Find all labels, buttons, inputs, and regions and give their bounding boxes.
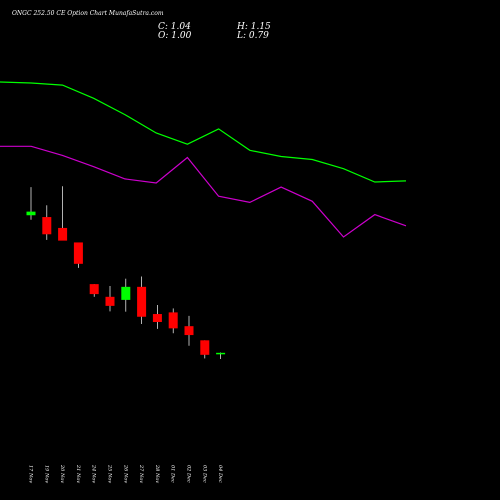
x-tick-label: 24 Nov (91, 464, 97, 483)
candle-body (42, 217, 52, 235)
candle-body (216, 352, 226, 355)
x-tick-label: 26 Nov (122, 464, 128, 483)
low-value: L: 0.79 (236, 31, 269, 41)
x-tick-label: 01 Dec (170, 465, 176, 483)
overlay-line-1 (0, 81, 407, 183)
candle-body (168, 312, 178, 329)
candle (168, 308, 178, 334)
candle-body (152, 314, 162, 323)
high-value: H: 1.15 (236, 22, 271, 32)
candles (26, 186, 226, 359)
candle (58, 186, 68, 241)
x-tick-label: 20 Nov (59, 464, 65, 483)
x-tick-label: 04 Dec (217, 465, 223, 483)
candle-body (105, 296, 115, 306)
candle-body (121, 286, 131, 300)
candle (121, 278, 131, 312)
candle-body (137, 286, 147, 317)
candle-body (73, 242, 83, 264)
x-tick-label: 17 Nov (28, 465, 34, 483)
x-tick-label: 03 Dec (201, 465, 207, 483)
candle-body (184, 326, 194, 336)
x-tick-label: 27 Nov (138, 464, 144, 483)
overlay-line-2 (0, 145, 407, 238)
candle (105, 285, 115, 312)
x-tick-label: 25 Nov (107, 464, 113, 483)
x-tick-label: 21 Nov (75, 464, 81, 483)
candle (216, 352, 226, 359)
candle (200, 340, 210, 359)
candle (42, 205, 52, 240)
x-tick-label: 28 Nov (154, 464, 160, 483)
close-value: C: 1.04 (158, 22, 191, 32)
candle-body (89, 284, 99, 295)
candle-body (26, 211, 36, 216)
candle (137, 276, 147, 324)
candle-body (58, 227, 68, 241)
candle (89, 284, 99, 297)
x-axis-ticks: 17 Nov 19 Nov 20 Nov 21 Nov 24 Nov 25 Nov 26 N… (28, 464, 224, 483)
candle (26, 187, 36, 220)
overlay-lines (0, 81, 407, 238)
x-tick-label: 02 Dec (186, 465, 192, 483)
candle-body (200, 340, 210, 355)
candle (184, 315, 194, 346)
open-value: O: 1.00 (158, 31, 192, 41)
candle (152, 304, 162, 329)
x-tick-label: 19 Nov (43, 465, 49, 483)
chart-title: ONGC 252.50 CE Option Chart MunafaSutra.… (12, 10, 164, 17)
candle (73, 242, 83, 268)
